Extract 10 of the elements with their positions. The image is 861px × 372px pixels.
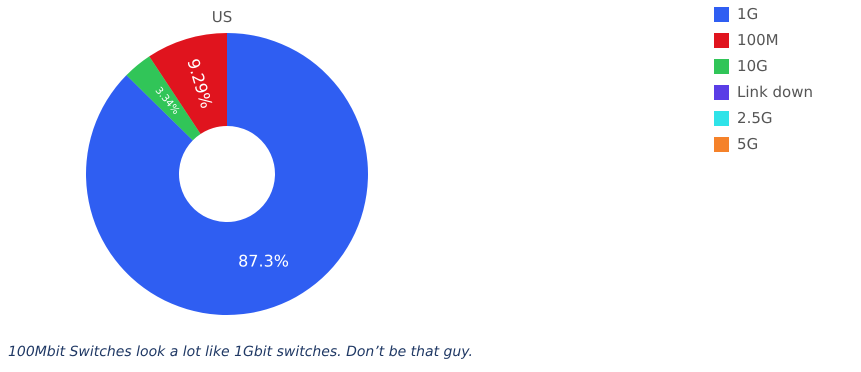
data-label: 9.29%	[183, 56, 216, 111]
chart-title: US	[210, 8, 234, 26]
legend-label: 1G	[737, 4, 758, 24]
data-label: 87.3%	[238, 252, 289, 271]
legend-label: 5G	[737, 134, 758, 154]
legend-label: Link down	[737, 82, 813, 102]
legend-label: 10G	[737, 56, 768, 76]
legend-label: 2.5G	[737, 108, 773, 128]
legend-label: 100M	[737, 30, 779, 50]
text: 100Mbit Switches look a lot like 1Gbit switches. Don’t be that guy.	[8, 344, 474, 360]
